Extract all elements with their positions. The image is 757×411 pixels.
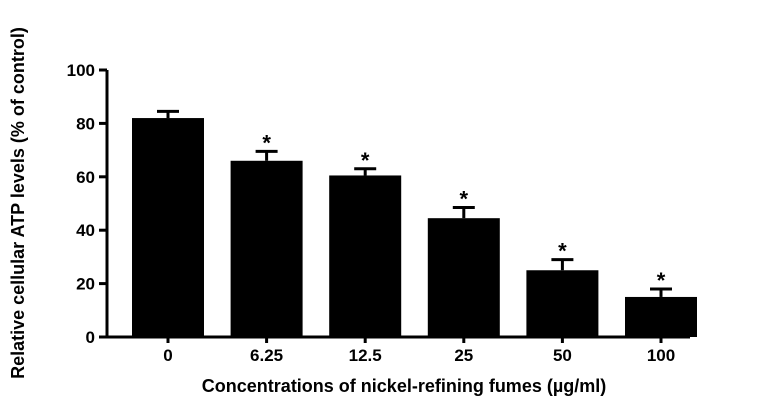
significance-star: *: [558, 239, 567, 264]
bar: [526, 270, 599, 337]
x-tick-label: 12.5: [349, 346, 382, 365]
bar: [230, 160, 303, 337]
significance-markers: * * * * *: [262, 130, 665, 293]
bars: [132, 118, 697, 337]
y-axis-title: Relative cellular ATP levels (% of contr…: [8, 27, 28, 379]
error-bars: [157, 109, 672, 297]
x-tick-label: 50: [553, 346, 572, 365]
y-tick-label: 0: [86, 328, 95, 347]
x-tick-labels: 0 6.25 12.5 25 50 100: [163, 337, 675, 365]
y-tick-label: 20: [76, 275, 95, 294]
bar: [427, 218, 500, 337]
significance-star: *: [460, 187, 469, 212]
bar: [132, 118, 204, 337]
x-axis-title: Concentrations of nickel-refining fumes …: [202, 376, 606, 396]
x-tick-label: 6.25: [250, 346, 283, 365]
y-tick-label: 60: [76, 168, 95, 187]
bar: [329, 175, 402, 337]
bar: [625, 296, 697, 337]
significance-star: *: [361, 148, 370, 173]
significance-star: *: [262, 130, 271, 155]
y-tick-label: 80: [76, 114, 95, 133]
y-tick-label: 40: [76, 221, 95, 240]
significance-star: *: [657, 268, 666, 293]
y-tick-label: 100: [67, 61, 95, 80]
x-tick-label: 0: [163, 346, 172, 365]
x-tick-label: 100: [647, 346, 675, 365]
y-ticks: 0 20 40 60 80 100: [67, 61, 107, 347]
x-tick-label: 25: [454, 346, 473, 365]
